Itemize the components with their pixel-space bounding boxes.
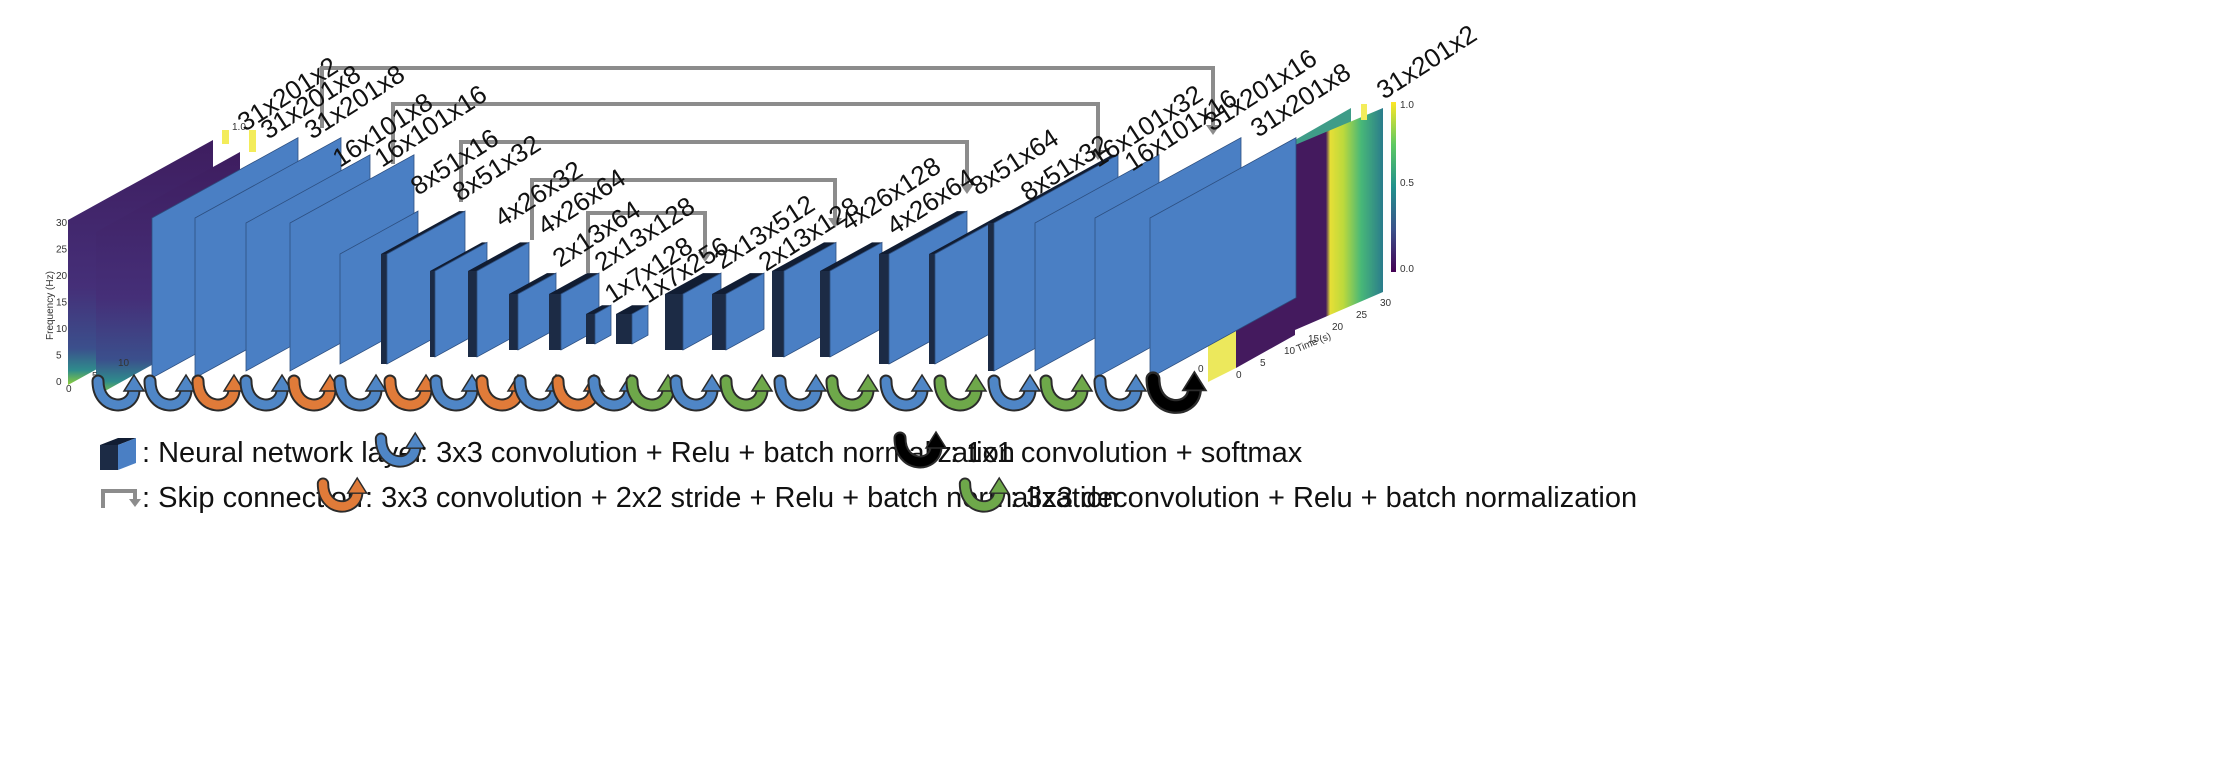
- input-colorbar-2: [249, 130, 256, 152]
- layer-block: [665, 272, 722, 351]
- output-colorbar-1: [1361, 104, 1367, 120]
- axis-tick-label: 5: [1260, 358, 1266, 369]
- axis-tick-label: 0: [1236, 370, 1242, 381]
- black-operation-arrow: [1145, 370, 1208, 414]
- blue-operation-arrow: [333, 373, 388, 412]
- layer-block: [712, 272, 765, 351]
- skip-connection-arrowhead: [828, 218, 842, 228]
- legend-skip-icon: [101, 489, 141, 508]
- legend-deconv-icon: [958, 476, 1010, 513]
- legend-stride-icon: [316, 476, 368, 513]
- legend-softmax-arrow: [893, 430, 948, 469]
- legend-softmax-icon: [893, 430, 948, 469]
- legend-stride-text: : 3x3 convolution + 2x2 stride + Relu + …: [365, 482, 1119, 514]
- layer-block: [586, 304, 612, 345]
- skip-connection-arrowhead: [1206, 125, 1220, 135]
- operation-arrows: [91, 370, 1208, 414]
- layer-block: [509, 272, 557, 351]
- axis-tick-label: 10: [56, 324, 68, 335]
- legend-layer-icon: [100, 438, 136, 470]
- input-freq-axis-label: Frequency (Hz): [45, 271, 56, 340]
- legend-stride-arrow: [316, 476, 368, 513]
- skip-connection-arrowhead: [960, 184, 974, 194]
- output-time-ticks: 0 5 10 15 20 25 30: [1236, 298, 1392, 381]
- blue-operation-arrow: [429, 373, 484, 412]
- skip-connections: [320, 66, 1220, 273]
- skip-connection-arrowhead: [1091, 150, 1105, 160]
- green-operation-arrow: [1039, 373, 1094, 412]
- legend-softmax-text: : 1x1 convolution + softmax: [950, 437, 1303, 469]
- axis-tick-label: 0: [1198, 364, 1204, 375]
- output-colorbar-tick-mid: 0.5: [1400, 178, 1414, 189]
- network-layers: [151, 137, 1297, 379]
- green-operation-arrow: [825, 373, 880, 412]
- blue-operation-arrow: [987, 373, 1042, 412]
- green-operation-arrow: [625, 373, 680, 412]
- layer-dimension-label: 31x201x2: [1371, 18, 1482, 105]
- axis-tick-label: 5: [56, 351, 62, 362]
- blue-operation-arrow: [1093, 373, 1148, 412]
- output-colorbar-2: [1391, 102, 1396, 272]
- orange-operation-arrow: [383, 373, 438, 412]
- axis-tick-label: 0: [56, 377, 62, 388]
- skip-connection-line: [530, 178, 837, 240]
- axis-tick-label: 25: [1356, 310, 1368, 321]
- output-colorbar-tick-top: 1.0: [1400, 100, 1414, 111]
- layer-block: [820, 241, 883, 358]
- layer-block: [1149, 137, 1297, 379]
- legend-deconv-text: : 3x3 deconvolution + Relu + batch norma…: [1010, 482, 1637, 514]
- blue-operation-arrow: [91, 373, 146, 412]
- blue-operation-arrow: [669, 373, 724, 412]
- legend-deconv-arrow: [958, 476, 1010, 513]
- axis-tick-label: 20: [56, 271, 68, 282]
- orange-operation-arrow: [287, 373, 342, 412]
- orange-operation-arrow: [191, 373, 246, 412]
- skip-connection-line: [586, 211, 707, 273]
- legend-conv-icon: [374, 431, 426, 468]
- axis-tick-label: 10: [1284, 346, 1296, 357]
- axis-tick-label: 15: [1308, 334, 1320, 345]
- layer-block: [616, 304, 649, 345]
- input-colorbar-tick: 1.0: [232, 122, 246, 133]
- skip-connection-arrowhead: [698, 252, 712, 262]
- axis-tick-label: 30: [1380, 298, 1392, 309]
- skip-connection-line: [320, 66, 1215, 128]
- green-operation-arrow: [719, 373, 774, 412]
- legend: : Neural network layer : 3x3 convolution…: [100, 430, 1637, 514]
- blue-operation-arrow: [239, 373, 294, 412]
- input-colorbar-1: [222, 130, 229, 144]
- input-freq-ticks: 0 5 10 15 20 25 30: [56, 218, 68, 388]
- skip-connection-line: [459, 140, 969, 202]
- green-operation-arrow: [933, 373, 988, 412]
- output-colorbar-tick-bottom: 0.0: [1400, 264, 1414, 275]
- axis-tick-label: 20: [1332, 322, 1344, 333]
- blue-operation-arrow: [773, 373, 828, 412]
- axis-tick-label: 0: [66, 384, 72, 395]
- axis-tick-label: 15: [56, 298, 68, 309]
- axis-tick-label: 25: [56, 245, 68, 256]
- axis-tick-label: 30: [56, 218, 68, 229]
- blue-operation-arrow: [143, 373, 198, 412]
- output-spectrogram-front: [1295, 108, 1383, 330]
- skip-connection-line: [391, 102, 1100, 164]
- axis-tick-label: 10: [118, 358, 130, 369]
- blue-operation-arrow: [879, 373, 934, 412]
- legend-conv-arrow: [374, 431, 426, 468]
